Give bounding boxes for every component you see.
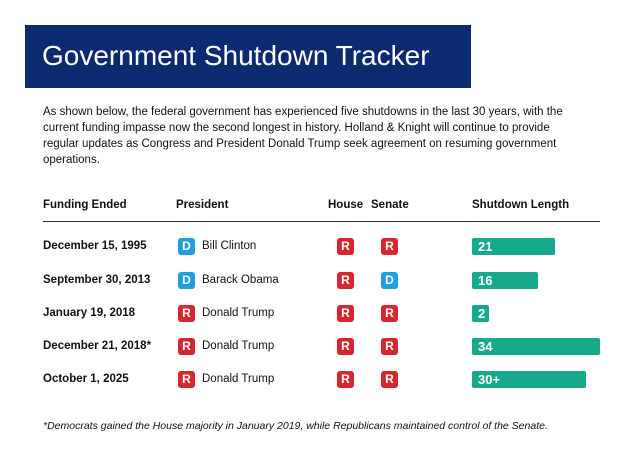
funding-ended: September 30, 2013 [43,274,151,286]
house-party: R [337,238,354,255]
column-header: House [328,199,364,211]
shutdown-bar: 16 [472,272,538,289]
president: Donald Trump [202,340,275,352]
shutdown-bar: 21 [472,238,555,255]
shutdown-bar: 30+ [472,371,587,388]
president: Barack Obama [202,274,279,286]
president-party: R [178,371,195,388]
footnote: *Democrats gained the House majority in … [43,420,548,432]
funding-ended: October 1, 2025 [43,373,129,385]
house-party: R [337,272,354,289]
senate-party: R [381,371,398,388]
senate-party: D [381,272,398,289]
column-header: Senate [371,199,409,211]
president-party: R [178,338,195,355]
title-banner [25,25,471,88]
column-header: Shutdown Length [472,199,570,211]
funding-ended: December 15, 1995 [43,240,147,252]
column-header: President [176,199,229,211]
intro: As shown below, the federal government h… [43,106,563,166]
house-party: R [337,371,354,388]
house-party: R [337,305,354,322]
senate-party: R [381,338,398,355]
president-party: D [178,272,195,289]
president-party: D [178,238,195,255]
senate-party: R [381,238,398,255]
president: Donald Trump [202,307,275,319]
senate-party: R [381,305,398,322]
president: Bill Clinton [202,240,257,252]
president-party: R [178,305,195,322]
header-rule [43,221,600,222]
column-header: Funding Ended [43,199,127,211]
president: Donald Trump [202,373,275,385]
funding-ended: January 19, 2018 [43,307,136,319]
funding-ended: December 21, 2018* [43,340,152,352]
shutdown-bar: 2 [472,305,489,322]
title: Government Shutdown Tracker [42,40,430,71]
house-party: R [337,338,354,355]
shutdown-bar: 34 [472,338,600,355]
